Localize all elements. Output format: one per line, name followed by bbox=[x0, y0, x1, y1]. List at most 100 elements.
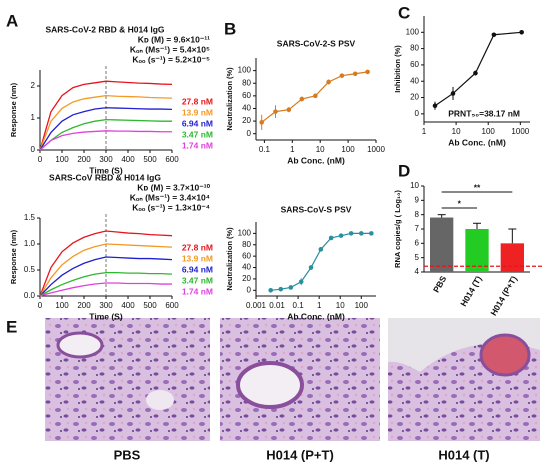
y-axis-label: Response (nm) bbox=[9, 229, 18, 284]
x-tick-label: 100 bbox=[55, 301, 69, 310]
x-tick-label: 0.1 bbox=[293, 301, 305, 310]
bar bbox=[500, 243, 524, 272]
x-tick-label: 600 bbox=[165, 155, 179, 164]
fit-line bbox=[434, 31, 522, 107]
x-tick-label: 100 bbox=[341, 145, 355, 154]
x-tick-label: 500 bbox=[143, 155, 157, 164]
kinetics-text: Kᴅ (M) = 3.7×10⁻¹⁰ bbox=[137, 182, 210, 192]
kinetics-text: Kₒₒ (s⁻¹) = 1.3×10⁻⁴ bbox=[132, 202, 210, 212]
legend-entry: 27.8 nM bbox=[182, 242, 213, 252]
x-tick-label: 1 bbox=[290, 145, 295, 154]
x-tick-label: 300 bbox=[99, 155, 113, 164]
x-tick-label: 10 bbox=[316, 145, 325, 154]
y-axis-label: RNA copies/g ( Log₁₀) bbox=[393, 190, 402, 268]
x-tick-label: 1000 bbox=[367, 145, 385, 154]
y-tick-label: 1 bbox=[31, 113, 36, 122]
y-tick-label: 1.5 bbox=[24, 213, 36, 222]
alveolus bbox=[146, 390, 174, 410]
y-axis-label: Neutralization (%) bbox=[225, 67, 234, 131]
y-tick-label: 40 bbox=[242, 104, 251, 113]
point bbox=[339, 73, 345, 78]
x-tick-label: 600 bbox=[165, 301, 179, 310]
y-axis-label: Neutralization (%) bbox=[225, 227, 234, 291]
fit-line bbox=[270, 232, 372, 291]
background bbox=[388, 318, 540, 372]
bar bbox=[465, 229, 489, 272]
series-line bbox=[39, 130, 172, 151]
chart-title: SARS-CoV-2-S PSV bbox=[277, 38, 356, 48]
point bbox=[348, 231, 354, 236]
y-tick-label: 20 bbox=[242, 116, 251, 125]
series-line bbox=[39, 94, 173, 151]
legend-entry: 27.8 nM bbox=[182, 96, 213, 106]
y-tick-label: 0.0 bbox=[24, 291, 36, 300]
annotation: PRNT₅₀=38.17 nM bbox=[448, 108, 520, 118]
x-tick-label: 400 bbox=[121, 301, 135, 310]
x-axis-label: Ab Conc. (nM) bbox=[287, 155, 345, 165]
y-tick-label: 5 bbox=[415, 253, 420, 262]
x-tick-label: 10 bbox=[336, 301, 345, 310]
x-axis-label: Time (S) bbox=[89, 165, 123, 175]
y-tick-label: 8 bbox=[415, 210, 420, 219]
y-tick-label: 7 bbox=[415, 224, 420, 233]
series-line bbox=[39, 230, 173, 297]
x-axis-label: Time (S) bbox=[89, 311, 123, 321]
chart-title: SARS-CoV RBD & H014 IgG bbox=[49, 172, 161, 182]
x-tick-label: 100 bbox=[55, 155, 69, 164]
point bbox=[473, 70, 478, 76]
legend-entry: 13.9 nM bbox=[182, 253, 213, 263]
chart-title: SARS-CoV-S PSV bbox=[281, 204, 352, 214]
kinetics-text: Kₒₒ (s⁻¹) = 5.2×10⁻⁵ bbox=[132, 54, 210, 64]
y-tick-label: 100 bbox=[238, 228, 252, 237]
x-tick-label: 100 bbox=[482, 127, 496, 136]
panel-label: A bbox=[6, 11, 18, 30]
x-tick-label: 0.1 bbox=[259, 145, 271, 154]
x-tick-label: 0 bbox=[38, 301, 43, 310]
point bbox=[259, 120, 264, 125]
panel-label: B bbox=[224, 19, 236, 38]
y-tick-label: 60 bbox=[242, 251, 251, 260]
caption: H014 (T) bbox=[438, 447, 489, 462]
legend-entry: 1.74 nM bbox=[182, 140, 213, 150]
point bbox=[352, 71, 358, 77]
airway bbox=[236, 361, 304, 409]
x-tick-label: 1000 bbox=[511, 127, 529, 136]
y-tick-label: 100 bbox=[406, 27, 420, 36]
point bbox=[326, 79, 331, 85]
series-line bbox=[39, 243, 173, 297]
y-tick-label: 80 bbox=[410, 44, 419, 53]
significance: ** bbox=[474, 182, 481, 192]
bar bbox=[430, 217, 454, 272]
legend-entry: 3.47 nM bbox=[182, 275, 213, 285]
y-axis-label: Inhibition (%) bbox=[393, 45, 402, 93]
y-tick-label: 0 bbox=[31, 145, 36, 154]
point bbox=[318, 247, 324, 252]
point bbox=[288, 285, 294, 290]
x-tick-label: PBS bbox=[431, 274, 449, 294]
vessel bbox=[479, 333, 531, 377]
y-tick-label: 0 bbox=[247, 285, 252, 294]
x-axis-label: Ab Conc. (nM) bbox=[448, 137, 506, 147]
kinetics-text: Kᴅ (M) = 9.6×10⁻¹¹ bbox=[138, 34, 210, 44]
point bbox=[369, 231, 374, 236]
x-tick-label: 200 bbox=[77, 301, 91, 310]
point bbox=[358, 231, 364, 236]
y-tick-label: 0 bbox=[415, 109, 420, 118]
point bbox=[432, 103, 438, 108]
kinetics-text: Kₒₙ (Ms⁻¹) = 5.4×10⁵ bbox=[130, 44, 210, 54]
series-line bbox=[39, 282, 172, 297]
series-line bbox=[39, 256, 173, 297]
panel-label: E bbox=[6, 317, 17, 336]
point bbox=[308, 265, 314, 270]
caption: PBS bbox=[114, 447, 141, 462]
point bbox=[338, 233, 344, 238]
y-tick-label: 80 bbox=[242, 78, 251, 87]
point bbox=[365, 69, 370, 75]
series-line bbox=[39, 80, 173, 151]
x-tick-label: 300 bbox=[99, 301, 113, 310]
histology-images bbox=[45, 318, 540, 441]
point bbox=[313, 93, 318, 99]
legend-entry: 6.94 nM bbox=[182, 118, 213, 128]
y-tick-label: 20 bbox=[242, 274, 251, 283]
y-tick-label: 1.0 bbox=[24, 239, 36, 248]
